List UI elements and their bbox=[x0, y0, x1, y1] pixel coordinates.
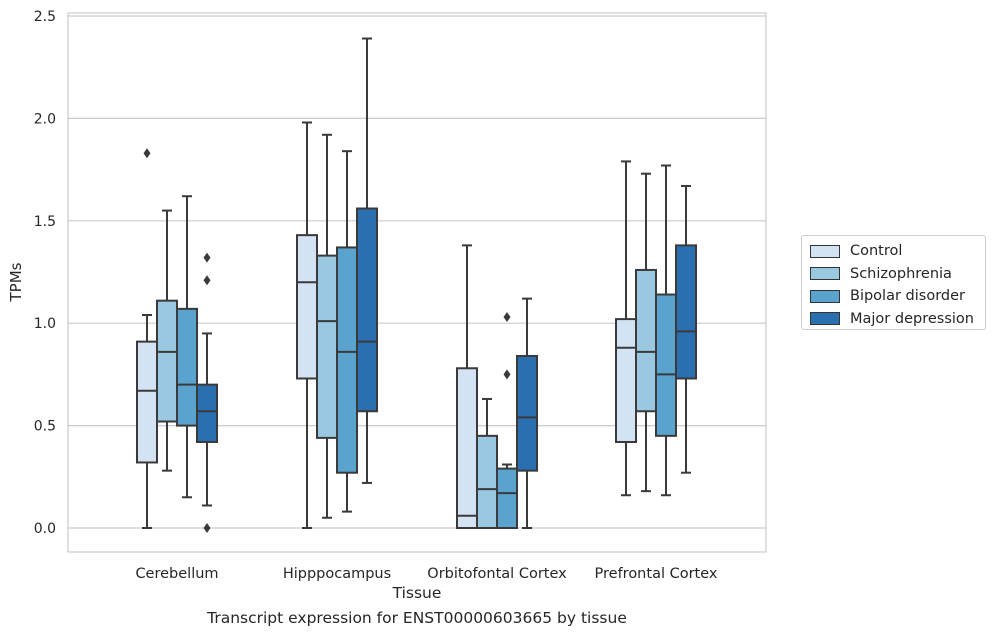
outlier-point bbox=[503, 369, 511, 380]
x-tick-label: Cerebellum bbox=[135, 566, 218, 582]
box-schizophrenia bbox=[316, 133, 338, 519]
y-axis-label: TPMs bbox=[7, 262, 25, 302]
y-tick-label: 2.0 bbox=[34, 111, 56, 127]
outlier-point bbox=[203, 523, 211, 533]
legend: Control Schizophrenia Bipolar disorder Majo… bbox=[801, 235, 986, 330]
box-body bbox=[456, 367, 478, 530]
legend-swatch bbox=[810, 289, 840, 303]
box-control bbox=[456, 244, 478, 530]
box-bipolar-disorder bbox=[176, 195, 198, 499]
box-body bbox=[296, 234, 318, 380]
box-schizophrenia bbox=[476, 397, 498, 529]
x-tick-labels: Cerebellum Hipppocampus Orbitofontal Corte… bbox=[135, 566, 717, 582]
box-body bbox=[156, 299, 178, 423]
y-tick-label: 1.0 bbox=[34, 316, 56, 332]
legend-swatch bbox=[810, 312, 840, 326]
box-major-depression bbox=[516, 297, 538, 529]
y-tick-label: 2.5 bbox=[34, 9, 56, 25]
box-bipolar-disorder bbox=[496, 312, 518, 529]
box-body bbox=[675, 244, 697, 380]
legend-swatch bbox=[810, 267, 840, 281]
y-tick-label: 0.0 bbox=[34, 521, 56, 537]
legend-label: Major depression bbox=[850, 310, 974, 327]
boxes bbox=[136, 37, 697, 533]
legend-label: Bipolar disorder bbox=[850, 288, 965, 305]
x-tick-label: Prefrontal Cortex bbox=[595, 566, 718, 582]
box-body bbox=[615, 318, 637, 443]
outlier-point bbox=[503, 312, 511, 323]
box-body bbox=[476, 434, 498, 529]
box-control bbox=[615, 160, 637, 497]
box-body bbox=[655, 293, 677, 437]
outlier-point bbox=[203, 252, 211, 263]
y-tick-label: 1.5 bbox=[34, 214, 56, 230]
box-schizophrenia bbox=[156, 209, 178, 472]
x-axis-label: Tissue bbox=[392, 584, 442, 602]
outlier-point bbox=[143, 148, 151, 159]
legend-swatch bbox=[810, 244, 840, 258]
box-body bbox=[176, 307, 198, 427]
y-tick-label: 0.5 bbox=[34, 419, 56, 435]
box-body bbox=[136, 340, 158, 464]
plot-area bbox=[67, 12, 767, 553]
box-body bbox=[316, 254, 338, 439]
box-body bbox=[356, 207, 378, 413]
box-schizophrenia bbox=[635, 172, 657, 493]
box-body bbox=[196, 383, 218, 443]
legend-item: Control bbox=[810, 240, 985, 263]
legend-item: Major depression bbox=[810, 308, 985, 331]
y-tick-labels: 0.0 0.5 1.0 1.5 2.0 2.5 bbox=[34, 9, 56, 537]
x-tick-label: Orbitofontal Cortex bbox=[427, 566, 567, 582]
box-control bbox=[136, 148, 158, 529]
legend-item: Schizophrenia bbox=[810, 263, 985, 286]
x-tick-label: Hipppocampus bbox=[283, 566, 391, 582]
box-major-depression bbox=[196, 252, 218, 533]
box-major-depression bbox=[675, 184, 697, 474]
box-bipolar-disorder bbox=[655, 164, 677, 497]
box-body bbox=[336, 246, 358, 474]
box-body bbox=[516, 354, 538, 472]
chart-caption: Transcript expression for ENST0000060366… bbox=[207, 609, 627, 627]
legend-label: Schizophrenia bbox=[850, 265, 952, 282]
outlier-point bbox=[203, 275, 211, 286]
box-body bbox=[496, 467, 518, 529]
legend-item: Bipolar disorder bbox=[810, 285, 985, 308]
box-major-depression bbox=[356, 37, 378, 484]
box-control bbox=[296, 121, 318, 529]
legend-label: Control bbox=[850, 243, 903, 260]
box-body bbox=[635, 268, 657, 413]
